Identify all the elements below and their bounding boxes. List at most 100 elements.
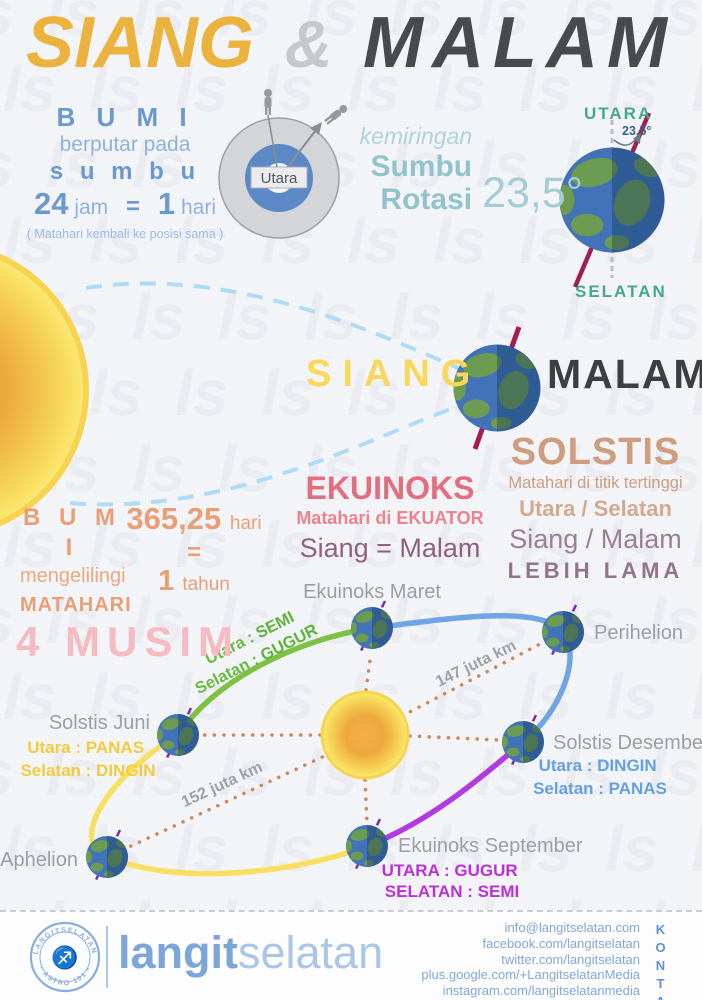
sun-distance-dotted-lines bbox=[127, 641, 544, 849]
brand-langit: langit bbox=[118, 927, 238, 978]
title-ampersand: & bbox=[284, 7, 333, 81]
season-september-p2: SELATAN : bbox=[385, 882, 478, 901]
label-152-juta-km: 152 juta km bbox=[179, 759, 265, 811]
season-september-p1: UTARA : bbox=[382, 861, 455, 880]
season-september-v1: GUGUR bbox=[454, 861, 517, 880]
contact-googleplus[interactable]: plus.google.com/+LangitselatanMedia bbox=[421, 967, 640, 983]
revolution-block: B U M I mengelilingi MATAHARI 365,25 har… bbox=[20, 503, 264, 621]
langitselatan-stamp-logo: LANGITSELATAN • ASTRO 101 • ♐ bbox=[29, 921, 101, 993]
axial-tilt-globe: 23.5° bbox=[555, 112, 665, 288]
daynight-malam-label: MALAM bbox=[547, 351, 702, 397]
rotation-equation: 24 jam = 1 hari bbox=[18, 186, 232, 226]
revolution-days: 365,25 hari bbox=[124, 503, 264, 540]
rotation-1: 1 bbox=[157, 186, 176, 221]
tilt-labels: kemiringan Sumbu Rotasi bbox=[348, 122, 473, 216]
solstis-sub: Matahari di titik tertinggi bbox=[508, 474, 683, 492]
light-ray-upper bbox=[85, 281, 459, 370]
tilt-rotasi: Rotasi bbox=[380, 183, 473, 216]
solstis-utara-selatan: Utara / Selatan bbox=[519, 496, 672, 521]
season-juni-p2: Selatan : bbox=[20, 761, 96, 780]
utara-center-label: Utara bbox=[261, 170, 298, 187]
rotation-bumi: B U M I bbox=[56, 102, 194, 132]
tilt-utara-label: UTARA bbox=[584, 104, 653, 123]
season-september: UTARA : GUGUR SELATAN : SEMI bbox=[382, 861, 523, 901]
contact-twitter[interactable]: twitter.com/langitselatan bbox=[501, 951, 640, 967]
archer-icon: ♐ bbox=[51, 945, 78, 970]
ekuinoks-title: EKUINOKS bbox=[305, 470, 475, 506]
revolution-365: 365,25 bbox=[126, 501, 222, 536]
footer: LANGITSELATAN • ASTRO 101 • ♐ langitsela… bbox=[0, 910, 702, 1000]
tilt-sumbu: Sumbu bbox=[370, 150, 473, 183]
rotation-jam: jam bbox=[74, 196, 109, 219]
contact-facebook[interactable]: facebook.com/langitselatan bbox=[482, 935, 640, 951]
season-desember-v2: PANAS bbox=[609, 779, 667, 798]
revolution-matahari: MATAHARI bbox=[20, 594, 132, 616]
revolution-mengelilingi: mengelilingi bbox=[20, 565, 126, 587]
season-juni-p1: Utara : bbox=[27, 738, 86, 757]
light-ray-lower bbox=[69, 403, 463, 507]
solstis-lebih-lama: LEBIH LAMA bbox=[507, 558, 684, 583]
rotation-text-block: B U M I berputar pada s u m b u 24 jam =… bbox=[18, 102, 232, 242]
orbit-sun bbox=[320, 690, 410, 780]
rotation-hari: hari bbox=[180, 196, 216, 219]
big-sun bbox=[0, 253, 89, 527]
season-september-v2: SEMI bbox=[478, 882, 520, 901]
label-ekuinoks-september: Ekuinoks September bbox=[398, 835, 583, 857]
title-siang: SIANG bbox=[26, 3, 255, 83]
tilt-kemiringan: kemiringan bbox=[359, 123, 473, 149]
rotation-note: ( Matahari kembali ke posisi sama ) bbox=[26, 227, 224, 241]
season-desember: Utara : DINGIN Selatan : PANAS bbox=[533, 756, 667, 798]
season-desember-v1: DINGIN bbox=[597, 756, 657, 775]
contact-list: info@langitselatan.com facebook.com/lang… bbox=[421, 920, 640, 999]
rotation-sumbu: s u m b u bbox=[49, 158, 201, 185]
earth-perihelion bbox=[540, 611, 584, 653]
label-perihelion: Perihelion bbox=[594, 622, 683, 644]
season-desember-p2: Selatan : bbox=[533, 779, 609, 798]
season-desember-p1: Utara : bbox=[539, 756, 598, 775]
solstis-title: SOLSTIS bbox=[510, 431, 681, 473]
rotation-top-view-icon: Utara bbox=[218, 89, 349, 239]
solstis-siang-malam: Siang / Malam bbox=[509, 524, 682, 554]
poster-title: SIANG & MALAM bbox=[0, 3, 702, 83]
daynight-siang-label: SIANG bbox=[306, 353, 482, 395]
season-juni: Utara : PANAS Selatan : DINGIN bbox=[20, 738, 155, 780]
revolution-left-column: B U M I mengelilingi MATAHARI bbox=[20, 503, 132, 621]
brand-divider bbox=[106, 926, 108, 988]
rotation-24: 24 bbox=[34, 186, 69, 221]
tilt-selatan-label: SELATAN bbox=[575, 282, 667, 301]
label-ekuinoks-maret: Ekuinoks Maret bbox=[303, 581, 441, 603]
tilt-angle: 23,5° bbox=[482, 169, 583, 217]
revolution-right-column: 365,25 hari = 1 tahun bbox=[124, 503, 264, 621]
brand-selatan: selatan bbox=[238, 927, 384, 978]
label-aphelion: Aphelion bbox=[0, 849, 78, 871]
rotation-berputar: berputar pada bbox=[59, 133, 191, 156]
brand-wordmark: langitselatan bbox=[118, 928, 383, 978]
musim-heading: 4 MUSIM bbox=[16, 618, 241, 665]
solstis-block: SOLSTIS Matahari di titik tertinggi Utar… bbox=[493, 431, 698, 585]
revolution-tahun: tahun bbox=[182, 574, 230, 595]
revolution-bumi: B U M I bbox=[23, 504, 121, 561]
contact-email[interactable]: info@langitselatan.com bbox=[504, 920, 640, 935]
label-solstis-juni: Solstis Juni bbox=[49, 712, 150, 734]
daynight-earth bbox=[449, 326, 540, 450]
season-juni-v2: DINGIN bbox=[96, 761, 156, 780]
label-147-juta-km: 147 juta km bbox=[433, 637, 519, 690]
kontak-vertical-label: KONTAK bbox=[653, 922, 668, 1000]
title-malam: MALAM bbox=[363, 3, 676, 83]
revolution-year: 1 tahun bbox=[124, 566, 264, 600]
orbit-arc-green bbox=[175, 625, 375, 738]
person-icon bbox=[264, 89, 272, 115]
ekuinoks-sub: Matahari di EKUATOR bbox=[296, 508, 484, 528]
earth-ekuinoks-maret bbox=[349, 607, 393, 649]
label-solstis-desember: Solstis Desember bbox=[553, 732, 702, 754]
rotation-equals: = bbox=[126, 193, 141, 220]
contact-instagram[interactable]: instagram.com/langitselatanmedia bbox=[442, 983, 640, 999]
tilt-text-block: kemiringan Sumbu Rotasi 23,5° bbox=[348, 122, 583, 216]
ekuinoks-block: EKUINOKS Matahari di EKUATOR Siang = Mal… bbox=[284, 471, 496, 566]
revolution-equals: = bbox=[186, 539, 201, 566]
season-juni-v1: PANAS bbox=[86, 738, 144, 757]
earth-solstis-juni bbox=[155, 714, 199, 756]
ekuinoks-equal: Siang = Malam bbox=[299, 533, 481, 563]
